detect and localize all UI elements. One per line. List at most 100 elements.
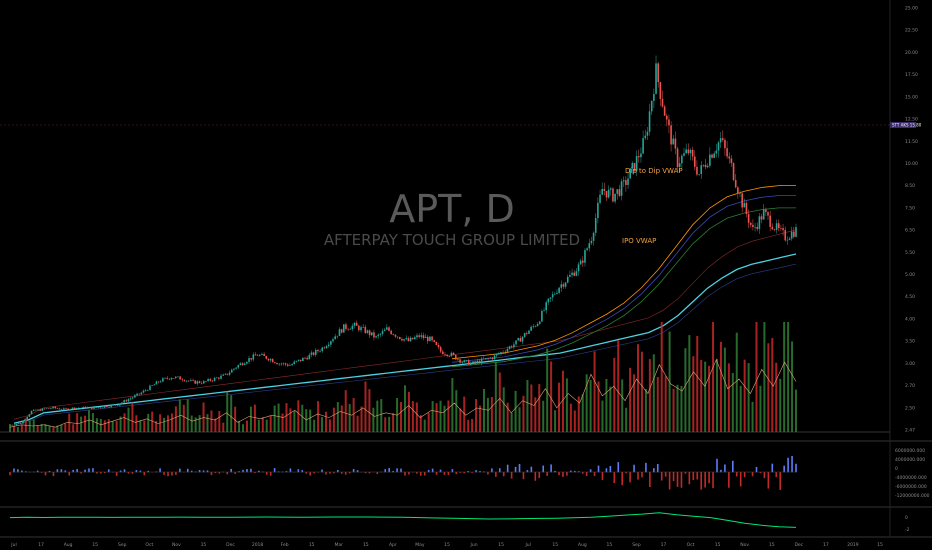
volume-bar [309, 409, 312, 432]
candle-body [121, 402, 123, 404]
oscillator-bar [36, 470, 39, 473]
volume-bar [313, 419, 316, 432]
price-tick-label: 5.00 [905, 272, 915, 278]
candle-body [541, 310, 543, 322]
volume-bar [372, 407, 375, 432]
candle-body [728, 156, 731, 159]
volume-bar [48, 425, 51, 432]
volume-bar [522, 395, 525, 432]
oscillator-bar [443, 472, 446, 475]
price-tick-label: 4.00 [905, 316, 915, 322]
candle-body [558, 287, 560, 293]
candle-body [396, 336, 399, 338]
volume-bar [202, 402, 205, 432]
candle-body [435, 341, 438, 345]
candle-body [530, 326, 532, 331]
candle-body [248, 358, 250, 362]
candle-body [780, 227, 782, 229]
oscillator-bar [218, 472, 221, 474]
candle-body [177, 376, 179, 378]
candle-body [411, 337, 414, 340]
candle-body [485, 358, 487, 360]
candle-body [237, 365, 240, 368]
time-tick-label: 17 [661, 542, 667, 548]
oscillator-bar [190, 470, 193, 473]
volume-bar [400, 402, 403, 432]
oscillator-bar [68, 472, 71, 476]
volume-bar [305, 409, 308, 432]
oscillator-bar [103, 472, 106, 474]
candle-body [650, 100, 653, 112]
volume-bar [9, 424, 11, 432]
candle-body [17, 423, 20, 424]
candle-body [368, 330, 371, 336]
oscillator-bar [289, 468, 292, 473]
candle-body [489, 357, 492, 359]
candle-body [416, 335, 418, 338]
candle-body [700, 165, 703, 174]
oscillator-bar [767, 472, 770, 489]
candle-body [491, 357, 494, 359]
candle-body [267, 358, 270, 361]
candle-body [439, 347, 442, 352]
candle-body [224, 373, 227, 375]
candle-body [747, 213, 750, 223]
volume-bar [467, 419, 470, 432]
volume-bar [72, 424, 75, 432]
candle-body [582, 260, 584, 263]
candle-body [373, 332, 375, 338]
volume-bar [186, 399, 189, 432]
candle-body [338, 329, 341, 336]
oscillator-bar [720, 469, 722, 473]
volume-bar [198, 415, 201, 432]
volume-bar [704, 361, 707, 432]
candle-body [345, 324, 347, 329]
candle-body [560, 284, 563, 288]
candle-body [211, 380, 214, 382]
candle-body [73, 407, 76, 409]
candle-body [566, 276, 569, 283]
candle-body [289, 365, 291, 366]
oscillator-tick-label: -12000000.000 [895, 493, 930, 499]
oscillator-bar [562, 472, 564, 477]
time-tick-label: Sep [632, 542, 641, 548]
volume-bar [617, 340, 620, 432]
candle-body [487, 358, 489, 359]
oscillator-bar [329, 472, 331, 474]
candle-body [147, 390, 149, 391]
volume-bar [317, 401, 320, 432]
candle-body [149, 385, 151, 391]
oscillator-bar [526, 470, 529, 473]
oscillator-bar [759, 472, 762, 474]
candle-body [676, 148, 679, 168]
volume-bar [423, 419, 426, 432]
candle-body [795, 227, 797, 237]
candle-body [534, 326, 537, 327]
candle-body [493, 355, 496, 359]
candle-body [192, 380, 194, 381]
candle-body [498, 353, 500, 355]
volume-bar [332, 407, 335, 432]
candle-body [284, 363, 287, 365]
candle-body [629, 168, 631, 179]
candle-body [620, 181, 623, 196]
candle-body [110, 404, 113, 407]
oscillator-bar [506, 464, 509, 473]
volume-bar [293, 411, 296, 432]
candle-body [360, 327, 362, 331]
oscillator-bar [285, 471, 288, 473]
price-tick-label: 10.00 [905, 161, 918, 167]
candle-body [319, 351, 321, 352]
oscillator-bar [21, 470, 23, 473]
candle-body [734, 180, 737, 188]
volume-bar [565, 378, 568, 432]
oscillator-bar [629, 472, 631, 483]
oscillator-bar [60, 469, 63, 473]
oscillator-bar [179, 468, 181, 473]
candle-body [394, 334, 397, 337]
price-tick-label: 8.50 [905, 183, 915, 189]
volume-bar [328, 419, 331, 432]
oscillator-bar [617, 462, 620, 473]
volume-bar [119, 416, 122, 432]
candle-body [721, 138, 724, 140]
